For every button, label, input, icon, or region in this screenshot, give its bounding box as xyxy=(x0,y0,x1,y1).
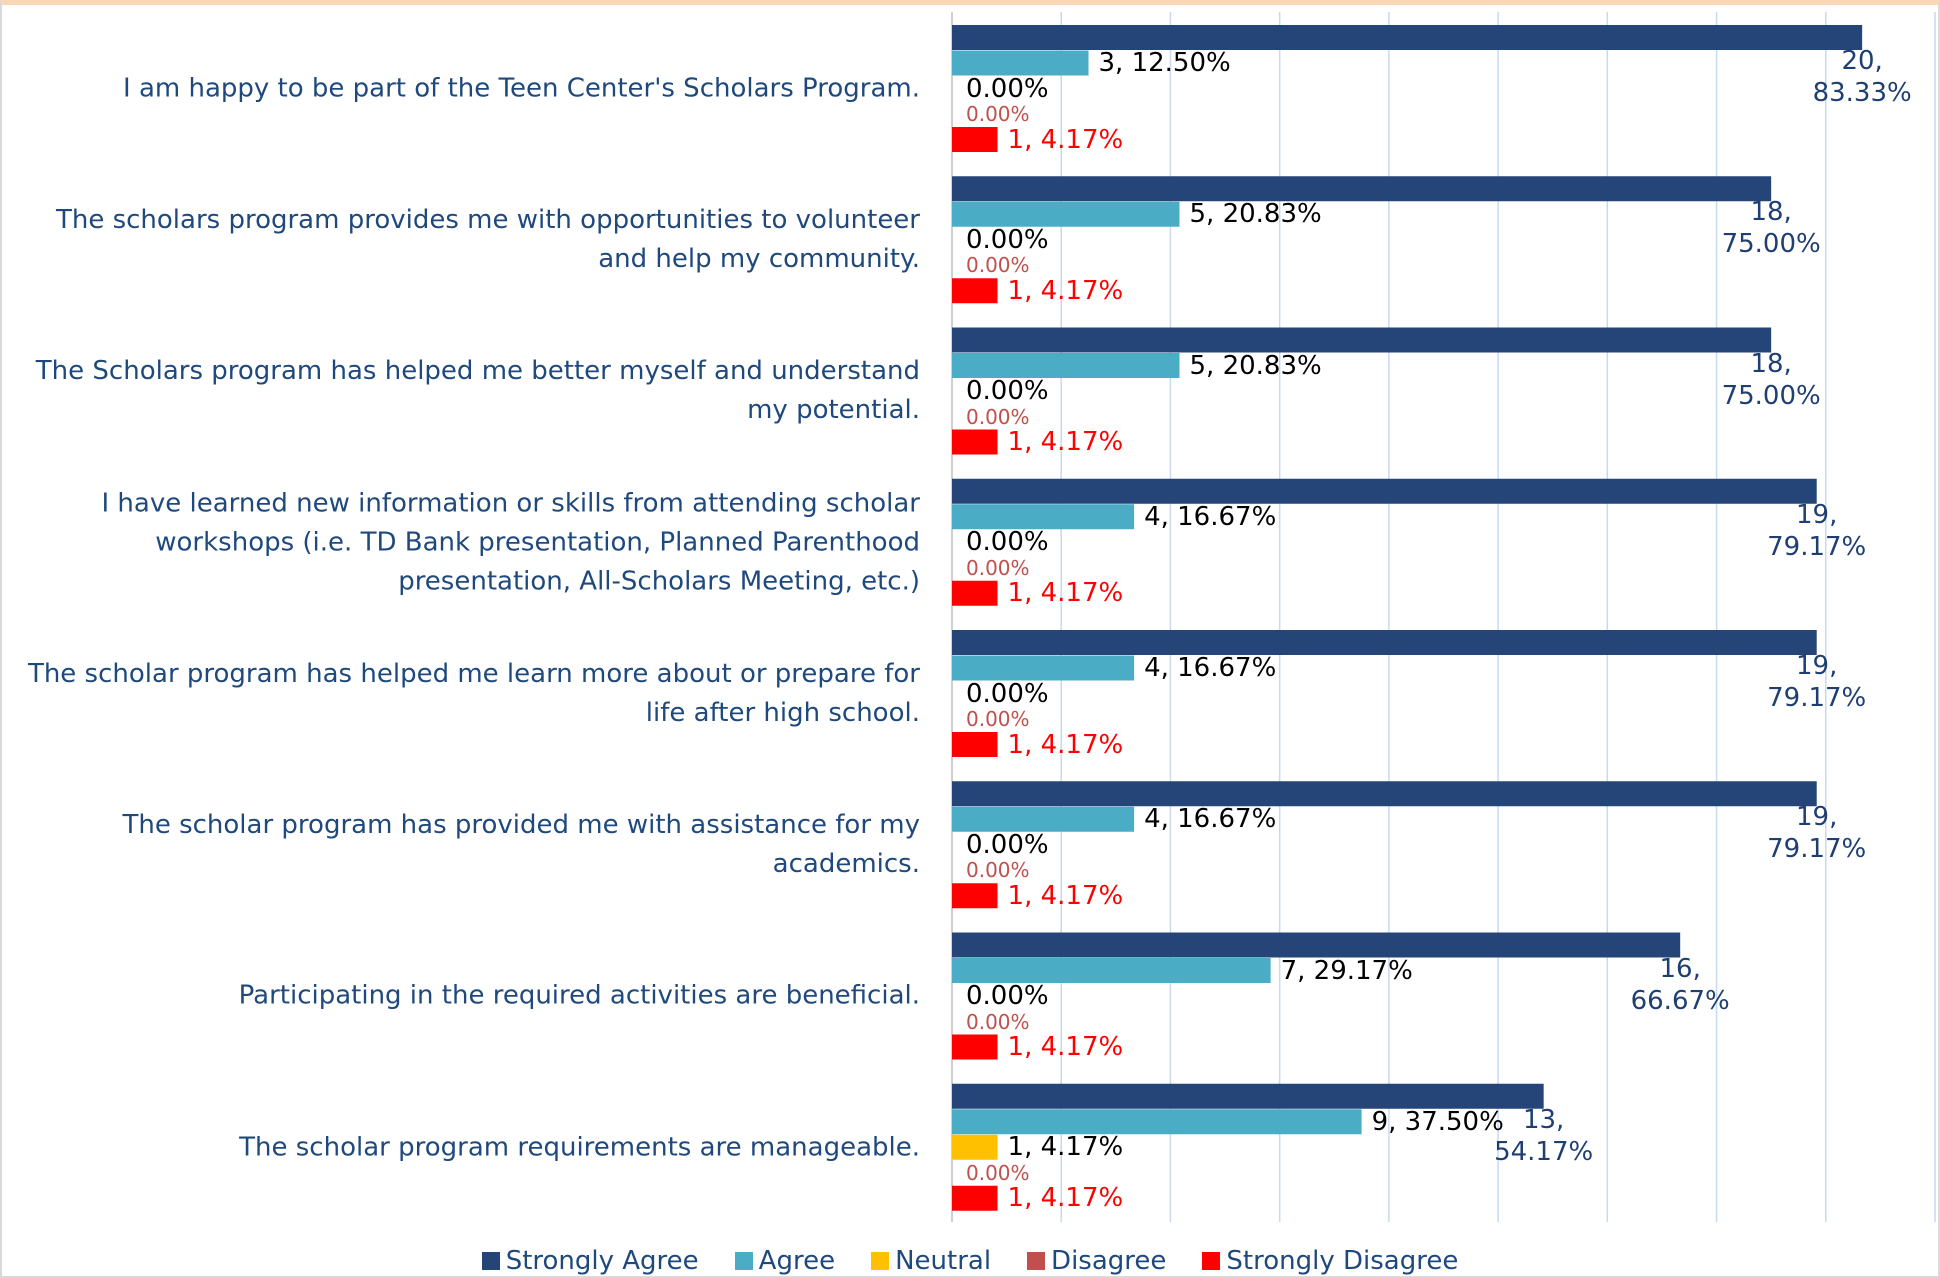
value-label: 3, 12.50% xyxy=(1098,48,1231,78)
value-label: 7, 29.17% xyxy=(1280,955,1413,986)
legend-label: Strongly Disagree xyxy=(1226,1246,1459,1276)
legend-swatch xyxy=(1202,1252,1221,1270)
bar xyxy=(952,25,1863,50)
bar xyxy=(952,958,1271,983)
value-label: 1, 4.17% xyxy=(1007,1032,1124,1062)
bar xyxy=(952,883,998,909)
value-label: 4, 16.67% xyxy=(1144,804,1277,835)
value-label: 0.00% xyxy=(966,707,1030,731)
value-label: 0.00% xyxy=(966,404,1030,429)
bar xyxy=(952,806,1135,832)
bar xyxy=(952,932,1681,958)
legend-item: Agree xyxy=(734,1246,836,1276)
bar xyxy=(952,176,1772,202)
value-label: 0.00% xyxy=(966,858,1030,883)
value-label: 1, 4.17% xyxy=(1007,578,1124,609)
bar xyxy=(952,630,1817,655)
category-label: The Scholars program has helped me bette… xyxy=(35,356,920,426)
category-label: I have learned new information or skills… xyxy=(101,488,920,596)
value-label: 0.00% xyxy=(966,527,1049,558)
legend-swatch xyxy=(481,1252,500,1270)
value-label: 0.00% xyxy=(966,1160,1030,1185)
value-label: 13, 54.17% xyxy=(1494,1104,1594,1167)
value-label: 19, 79.17% xyxy=(1767,651,1867,713)
legend-label: Agree xyxy=(758,1246,836,1276)
bar xyxy=(952,781,1817,807)
value-label: 0.00% xyxy=(966,253,1030,278)
value-label: 5, 20.83% xyxy=(1189,350,1322,381)
value-label: 0.00% xyxy=(966,829,1049,860)
category-label: The scholar program has provided me with… xyxy=(122,810,920,879)
value-label: 1, 4.17% xyxy=(1007,275,1124,306)
bar xyxy=(952,353,1180,378)
bar xyxy=(952,732,998,757)
value-label: 0.00% xyxy=(966,224,1049,255)
bar xyxy=(952,127,998,152)
value-label: 1, 4.17% xyxy=(1007,729,1124,760)
category-label: I am happy to be part of the Teen Center… xyxy=(123,73,920,104)
legend: Strongly Agree Agree Neutral Disagree Strong… xyxy=(0,1246,1940,1276)
value-label: 19, 79.17% xyxy=(1767,802,1867,865)
category-label: The scholar program has helped me learn … xyxy=(27,658,920,728)
bar xyxy=(952,655,1135,681)
legend-swatch xyxy=(734,1252,753,1270)
legend-item: Neutral xyxy=(871,1246,991,1276)
bar xyxy=(952,1034,998,1060)
value-label: 19, 79.17% xyxy=(1767,499,1867,562)
value-label: 0.00% xyxy=(966,102,1030,126)
value-label: 16, 66.67% xyxy=(1630,953,1730,1016)
value-label: 1, 4.17% xyxy=(1007,880,1124,911)
bar xyxy=(952,580,998,606)
value-label: 0.00% xyxy=(966,1009,1030,1034)
value-label: 20, 83.33% xyxy=(1812,46,1912,108)
legend-swatch xyxy=(871,1252,890,1270)
legend-label: Disagree xyxy=(1051,1246,1167,1276)
value-label: 0.00% xyxy=(966,73,1049,104)
value-label: 18, 75.00% xyxy=(1721,348,1821,411)
legend-item: Disagree xyxy=(1027,1246,1166,1276)
value-label: 1, 4.17% xyxy=(1007,427,1124,457)
bar xyxy=(952,278,998,304)
bar xyxy=(952,201,1180,227)
value-label: 0.00% xyxy=(966,678,1049,709)
legend-label: Strongly Agree xyxy=(505,1246,699,1276)
value-label: 0.00% xyxy=(966,981,1049,1011)
value-label: 0.00% xyxy=(966,555,1030,580)
value-label: 1, 4.17% xyxy=(1007,1132,1124,1163)
bar xyxy=(952,1134,998,1160)
value-label: 0.00% xyxy=(966,376,1049,406)
category-label: Participating in the required activities… xyxy=(238,980,920,1011)
legend-label: Neutral xyxy=(895,1246,992,1276)
bar xyxy=(952,1185,998,1211)
category-label: The scholars program provides me with op… xyxy=(55,205,920,274)
bar xyxy=(952,429,998,455)
category-label: The scholar program requirements are man… xyxy=(239,1132,920,1162)
legend-item: Strongly Disagree xyxy=(1202,1246,1458,1276)
bar xyxy=(952,1109,1362,1135)
value-label: 4, 16.67% xyxy=(1144,653,1277,683)
value-label: 4, 16.67% xyxy=(1144,501,1277,532)
bar xyxy=(952,1083,1544,1109)
value-label: 1, 4.17% xyxy=(1007,124,1124,155)
legend-swatch xyxy=(1027,1252,1046,1270)
legend-item: Strongly Agree xyxy=(481,1246,699,1276)
bar xyxy=(952,478,1817,504)
bar xyxy=(952,327,1772,353)
value-label: 1, 4.17% xyxy=(1007,1183,1124,1214)
value-label: 5, 20.83% xyxy=(1189,199,1322,230)
bar xyxy=(952,504,1135,530)
bar xyxy=(952,50,1089,76)
value-label: 18, 75.00% xyxy=(1721,197,1821,260)
value-label: 9, 37.50% xyxy=(1371,1106,1504,1137)
